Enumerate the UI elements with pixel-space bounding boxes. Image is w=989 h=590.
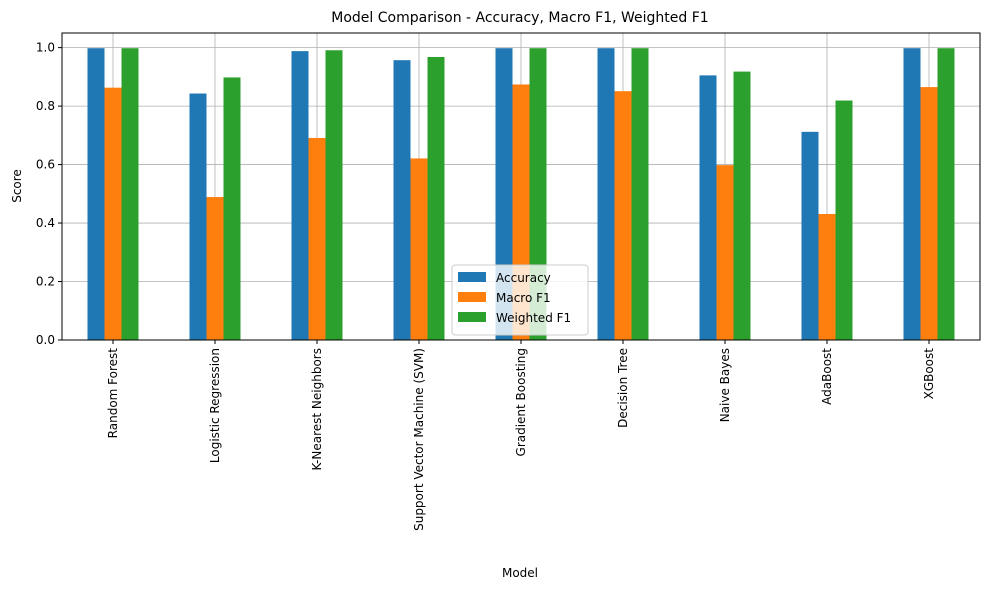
x-tick-label: Gradient Boosting [514,348,528,456]
x-tick-label: XGBoost [922,348,936,400]
legend-label: Weighted F1 [496,311,571,325]
bar-accuracy [291,51,309,340]
bar-weighted-f1 [121,48,139,341]
y-tick-label: 1.0 [36,41,55,55]
legend-swatch [458,312,486,322]
y-tick-label: 0.4 [36,216,55,230]
legend-swatch [458,292,486,302]
bar-accuracy [801,131,819,340]
bar-accuracy [189,93,207,340]
bar-macro-f1 [818,213,836,340]
bar-macro-f1 [920,87,938,340]
bar-accuracy [597,48,615,341]
bar-weighted-f1 [631,48,649,341]
bar-accuracy [87,48,105,341]
bar-weighted-f1 [835,100,853,340]
bar-macro-f1 [614,91,632,340]
chart-title: Model Comparison - Accuracy, Macro F1, W… [331,10,708,26]
y-axis-ticks: 0.0 0.2 0.4 0.6 0.8 1.0 [36,41,62,347]
legend-swatch [458,272,486,282]
bar-macro-f1 [716,165,734,340]
bar-macro-f1 [206,197,224,340]
y-tick-label: 0.8 [36,99,55,113]
bar-weighted-f1 [223,77,241,341]
bar-weighted-f1 [427,56,445,340]
bar-weighted-f1 [937,48,955,341]
y-axis-title: Score [10,169,24,203]
bar-weighted-f1 [325,50,343,340]
y-tick-label: 0.6 [36,158,55,172]
x-tick-label: Logistic Regression [208,348,222,463]
x-tick-label: Support Vector Machine (SVM) [412,348,426,531]
x-tick-label: AdaBoost [820,348,834,405]
x-tick-label: Decision Tree [616,348,630,428]
x-tick-label: K-Nearest Neighbors [310,348,324,471]
bar-macro-f1 [410,158,428,340]
x-axis-ticks: Random Forest Logistic Regression K-Neares… [106,340,936,531]
bar-macro-f1 [104,87,122,341]
legend-label: Accuracy [496,271,551,285]
bar-weighted-f1 [733,71,751,340]
legend: Accuracy Macro F1 Weighted F1 [451,264,589,336]
y-tick-label: 0.2 [36,275,55,289]
x-axis-title: Model [502,566,538,580]
legend-label: Macro F1 [496,291,551,305]
x-tick-label: Random Forest [106,348,120,439]
x-tick-label: Naive Bayes [718,348,732,422]
bar-accuracy [903,48,921,341]
y-tick-label: 0.0 [36,333,55,347]
bar-accuracy [393,60,411,340]
bar-macro-f1 [308,137,326,340]
bar-accuracy [699,75,717,341]
